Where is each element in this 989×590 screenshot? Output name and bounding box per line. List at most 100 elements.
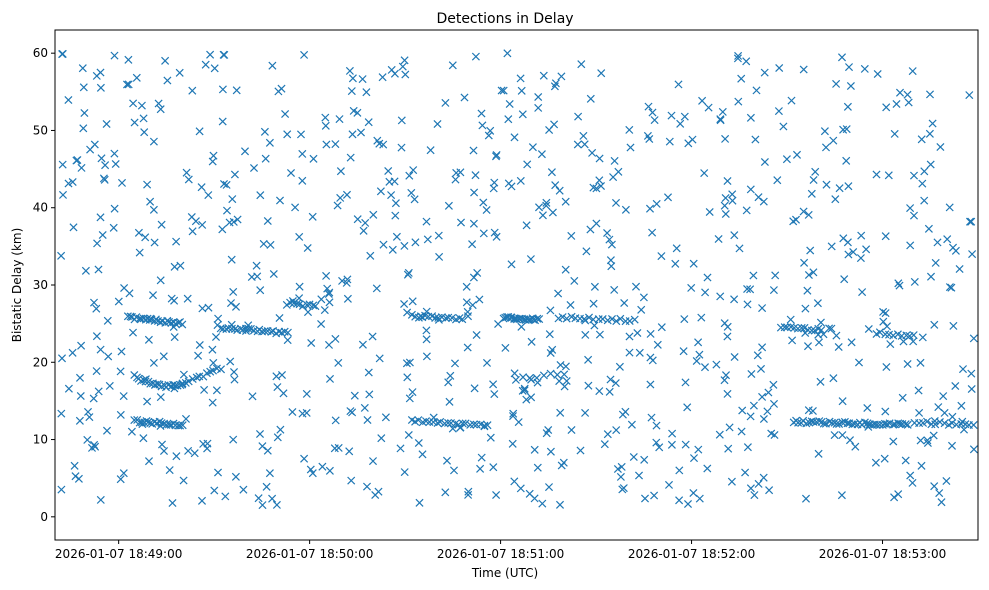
data-point xyxy=(134,228,143,237)
data-point xyxy=(627,420,636,429)
data-point xyxy=(58,190,68,199)
data-point xyxy=(497,86,506,95)
data-point xyxy=(368,332,377,341)
data-point xyxy=(479,229,488,238)
data-point xyxy=(229,217,238,226)
data-point xyxy=(272,500,281,509)
data-point xyxy=(931,420,940,429)
data-point xyxy=(522,221,531,230)
data-point xyxy=(856,254,865,263)
data-point xyxy=(923,438,932,448)
data-point xyxy=(683,499,693,509)
data-point xyxy=(842,156,851,165)
data-point xyxy=(582,247,591,256)
data-point xyxy=(720,376,729,385)
data-point xyxy=(700,169,709,178)
data-point xyxy=(600,440,609,449)
data-point xyxy=(847,338,856,347)
data-point xyxy=(934,403,943,412)
data-point xyxy=(533,463,542,472)
data-point xyxy=(473,268,482,277)
data-point xyxy=(309,301,318,310)
data-point xyxy=(788,336,797,345)
data-point xyxy=(491,152,501,161)
data-point xyxy=(404,268,413,277)
plot-frame xyxy=(54,29,979,541)
data-point xyxy=(178,320,187,329)
data-point xyxy=(434,231,443,240)
data-point xyxy=(906,204,915,213)
data-point xyxy=(584,381,593,390)
data-point xyxy=(156,421,165,431)
data-point xyxy=(212,386,221,395)
data-point xyxy=(917,461,926,470)
data-point xyxy=(697,313,706,322)
data-point xyxy=(681,378,690,387)
y-tick-label: 60 xyxy=(33,46,48,60)
data-point xyxy=(492,490,501,500)
data-point xyxy=(469,219,478,228)
data-point xyxy=(567,425,576,435)
data-point xyxy=(753,351,762,360)
data-point xyxy=(705,207,714,217)
data-point xyxy=(176,421,185,430)
data-point xyxy=(562,314,571,323)
data-point xyxy=(681,440,690,449)
data-point xyxy=(269,269,278,279)
data-point xyxy=(334,358,343,367)
data-point xyxy=(434,315,443,324)
data-point xyxy=(794,418,803,427)
x-axis: 2026-01-07 18:49:00 2026-01-07 18:50:00 20… xyxy=(55,540,946,561)
data-point xyxy=(446,371,455,380)
data-point xyxy=(539,71,548,80)
data-point xyxy=(837,491,846,500)
data-point xyxy=(930,320,939,329)
data-point xyxy=(625,332,634,341)
data-point xyxy=(730,352,739,362)
data-point xyxy=(625,316,634,326)
data-point xyxy=(405,394,414,403)
data-point xyxy=(553,370,562,379)
data-point xyxy=(110,51,119,60)
data-point xyxy=(844,63,854,72)
data-point xyxy=(57,354,67,363)
data-point xyxy=(945,283,954,292)
data-point xyxy=(516,484,525,493)
data-point xyxy=(333,201,342,210)
data-point xyxy=(590,321,599,330)
data-point xyxy=(161,56,170,65)
data-point xyxy=(730,295,739,304)
data-point xyxy=(179,370,188,379)
data-point xyxy=(802,419,811,428)
data-point xyxy=(317,319,326,329)
data-point xyxy=(760,157,769,167)
data-point xyxy=(365,390,374,399)
data-point xyxy=(909,331,918,340)
data-point xyxy=(807,189,816,198)
data-point xyxy=(445,397,454,406)
data-point xyxy=(371,490,380,500)
data-point xyxy=(843,102,852,111)
data-point xyxy=(403,373,412,382)
data-point xyxy=(555,186,564,195)
data-point xyxy=(857,231,866,240)
data-point xyxy=(510,477,519,486)
data-point xyxy=(346,407,355,416)
data-point xyxy=(606,256,615,265)
data-point xyxy=(621,407,630,416)
data-point xyxy=(517,86,526,95)
data-point xyxy=(182,168,191,177)
data-point xyxy=(735,244,744,253)
data-point xyxy=(436,417,445,426)
data-point xyxy=(829,136,838,145)
data-point xyxy=(879,317,888,326)
data-point xyxy=(387,65,396,74)
data-point xyxy=(605,235,614,244)
data-point xyxy=(504,179,513,188)
data-point xyxy=(955,264,964,274)
data-point xyxy=(940,408,949,417)
y-tick-label: 10 xyxy=(33,433,48,447)
data-point xyxy=(486,126,495,135)
data-point xyxy=(704,103,713,112)
